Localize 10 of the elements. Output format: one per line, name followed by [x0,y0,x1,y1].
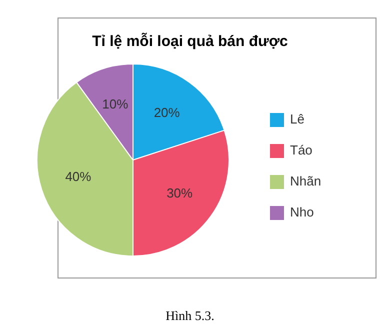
data-label: 20% [154,104,180,120]
legend-label: Nhãn [290,173,322,188]
chart-title: Tỉ lệ mỗi loại quả bán được [92,32,288,50]
data-label: 40% [65,169,92,184]
legend-label: Nho [290,204,314,220]
legend-label: Táo [290,142,312,158]
text: Hình 5.3. [166,308,214,323]
data-label: 30% [166,185,194,200]
legend-label: Lê [290,111,304,126]
data-label: 10% [102,96,129,112]
